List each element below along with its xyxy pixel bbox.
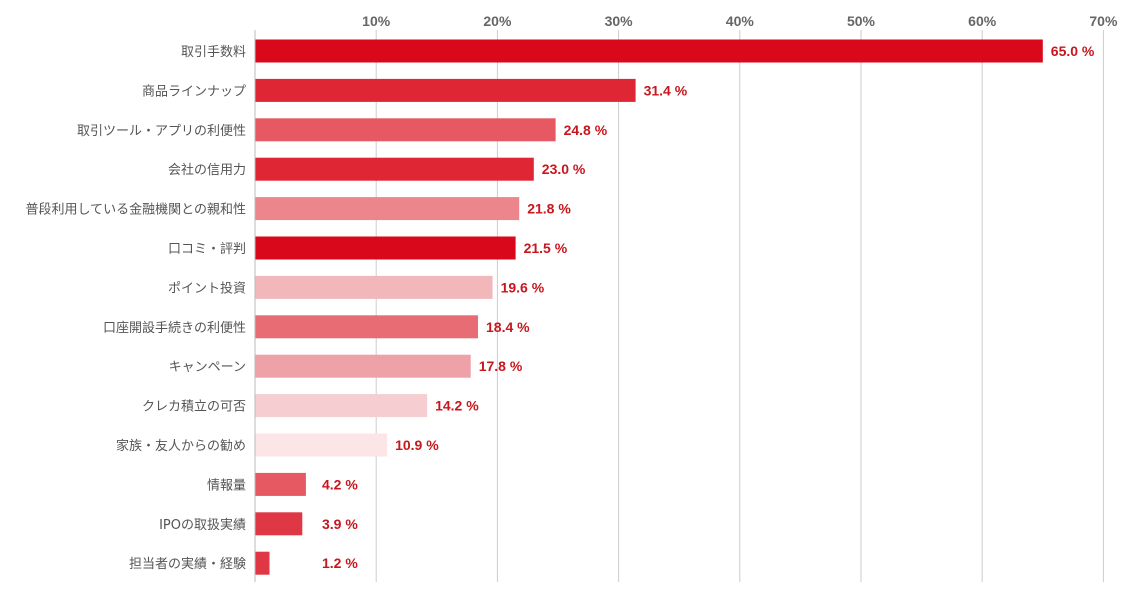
value-label: 65.0 % xyxy=(1051,43,1095,59)
bar xyxy=(255,354,471,378)
value-label: 24.8 % xyxy=(564,122,608,138)
gridlines xyxy=(375,30,1104,582)
bar xyxy=(255,551,270,575)
bar xyxy=(255,394,428,418)
x-tick-label: 70% xyxy=(1089,13,1118,29)
value-label: 14.2 % xyxy=(435,398,479,414)
bar xyxy=(255,157,534,181)
x-tick-label: 40% xyxy=(726,13,755,29)
bar xyxy=(255,472,306,496)
category-label: 商品ラインナップ xyxy=(142,84,246,99)
category-label: ポイント投資 xyxy=(168,280,246,296)
category-label: 口コミ・評判 xyxy=(168,242,246,257)
category-label: 会社の信用力 xyxy=(168,162,246,178)
bar xyxy=(255,315,478,339)
x-tick-label: 60% xyxy=(968,13,997,29)
x-axis-ticks: 10% 20% 30% 40% 50% 60% 70% xyxy=(362,13,1118,29)
x-tick-label: 50% xyxy=(847,13,876,29)
value-label: 17.8 % xyxy=(479,358,523,374)
bar xyxy=(255,78,636,102)
category-label: クレカ積立の可否 xyxy=(142,400,246,415)
bar xyxy=(255,275,493,299)
bar xyxy=(255,118,556,142)
bar xyxy=(255,512,303,536)
bar xyxy=(255,39,1043,63)
category-label: キャンペーン xyxy=(169,360,246,375)
x-tick-label: 10% xyxy=(362,13,391,29)
category-label: 情報量 xyxy=(207,478,246,493)
category-label: 取引手数料 xyxy=(181,45,246,60)
value-label: 18.4 % xyxy=(486,319,530,335)
category-label: IPOの取扱実績 xyxy=(159,517,246,533)
category-label: 家族・友人からの勧め xyxy=(116,438,246,454)
value-label: 19.6 % xyxy=(501,279,545,295)
bar xyxy=(255,433,388,457)
bar xyxy=(255,197,520,221)
x-tick-label: 30% xyxy=(605,13,634,29)
category-labels: 取引手数料商品ラインナップ取引ツール・アプリの利便性会社の信用力普段利用している… xyxy=(26,45,246,572)
category-label: 取引ツール・アプリの利便性 xyxy=(77,124,246,139)
category-label: 普段利用している金融機関との親和性 xyxy=(26,202,246,218)
value-label: 4.2 % xyxy=(322,476,358,492)
bars xyxy=(255,39,1043,575)
value-label: 21.8 % xyxy=(527,201,571,217)
value-labels: 65.0 % 31.4 % 24.8 % 23.0 % 21.8 % 21.5 % 19.6… xyxy=(322,43,1095,571)
value-label: 10.9 % xyxy=(395,437,439,453)
value-label: 31.4 % xyxy=(644,82,688,98)
value-label: 21.5 % xyxy=(524,240,568,256)
category-label: 口座開設手続きの利便性 xyxy=(103,320,246,336)
category-label: 担当者の実績・経験 xyxy=(129,556,246,572)
bar xyxy=(255,236,516,260)
value-label: 23.0 % xyxy=(542,161,586,177)
value-label: 1.2 % xyxy=(322,555,358,571)
x-tick-label: 20% xyxy=(483,13,512,29)
value-label: 3.9 % xyxy=(322,516,358,532)
